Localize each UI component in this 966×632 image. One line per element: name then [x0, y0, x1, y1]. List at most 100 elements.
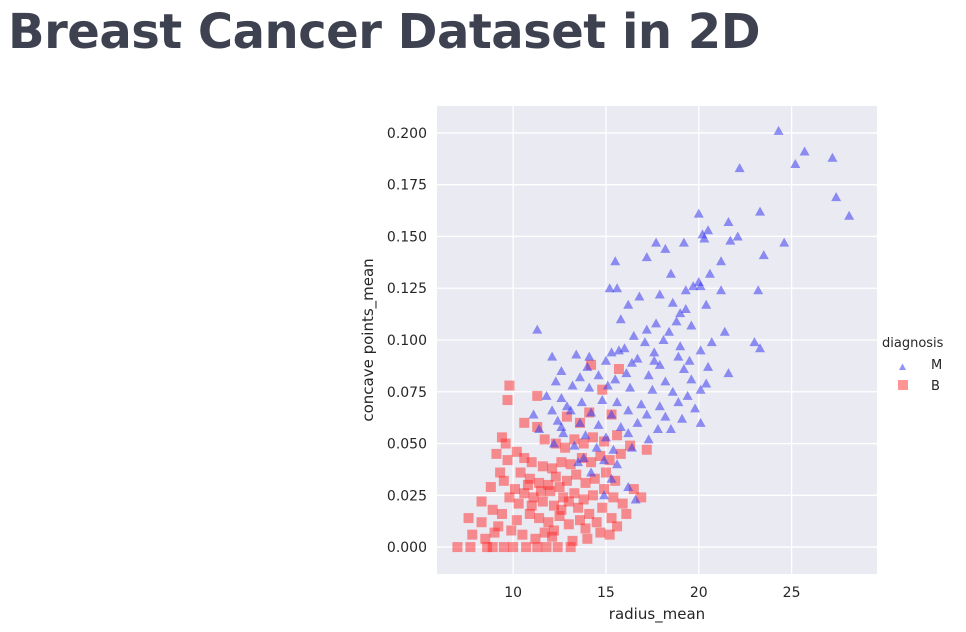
- data-point-b: [521, 542, 532, 553]
- data-point-m: [706, 337, 717, 347]
- data-point-m: [827, 152, 838, 162]
- data-point-m: [597, 395, 608, 405]
- data-point-b: [617, 498, 628, 509]
- grid-lines: [437, 106, 877, 574]
- data-point-m: [628, 330, 639, 340]
- data-point-b: [604, 455, 615, 466]
- data-point-m: [643, 434, 654, 444]
- data-point-m: [695, 345, 706, 355]
- data-point-m: [678, 363, 689, 373]
- data-point-m: [779, 237, 790, 247]
- data-point-b: [491, 448, 502, 459]
- data-point-m: [673, 351, 684, 361]
- data-point-b: [508, 542, 519, 553]
- data-point-m: [695, 384, 706, 394]
- data-point-b: [595, 527, 606, 538]
- data-point-m: [623, 405, 634, 415]
- data-point-b: [502, 395, 513, 406]
- data-point-b: [599, 484, 610, 495]
- data-point-m: [550, 376, 561, 386]
- data-point-b: [498, 475, 509, 486]
- data-point-b: [482, 542, 493, 553]
- y-tick-label: 0.100: [387, 333, 427, 349]
- data-point-b: [580, 477, 591, 488]
- data-point-b: [534, 477, 545, 488]
- legend-m-label: M: [931, 358, 942, 373]
- data-point-m: [582, 361, 593, 371]
- data-point-b: [489, 527, 500, 538]
- data-point-m: [613, 345, 624, 355]
- legend-m-marker: [899, 363, 906, 370]
- data-point-b: [584, 508, 595, 519]
- data-point-b: [578, 494, 589, 505]
- data-point-b: [587, 432, 598, 443]
- data-point-b: [569, 488, 580, 499]
- data-point-m: [612, 459, 623, 469]
- data-point-m: [755, 206, 766, 216]
- data-point-b: [565, 459, 576, 470]
- data-point-b: [487, 542, 498, 553]
- data-point-b: [500, 438, 511, 449]
- data-point-m: [610, 374, 621, 384]
- data-point-m: [723, 216, 734, 226]
- data-point-m: [593, 419, 604, 429]
- data-point-b: [487, 504, 498, 515]
- data-point-b: [565, 542, 576, 553]
- data-point-b: [543, 479, 554, 490]
- x-tick-label: 15: [597, 585, 615, 601]
- data-point-m: [547, 351, 558, 361]
- data-point-m: [556, 366, 567, 376]
- data-point-m: [600, 432, 611, 442]
- data-point-m: [623, 428, 634, 438]
- data-point-b: [504, 380, 515, 391]
- data-point-b: [571, 469, 582, 480]
- data-point-m: [749, 337, 760, 347]
- page-title: Breast Cancer Dataset in 2D: [8, 4, 761, 60]
- data-point-m: [528, 409, 539, 419]
- data-point-b: [563, 519, 574, 530]
- data-point-m: [695, 281, 706, 291]
- data-point-b: [496, 508, 507, 519]
- data-point-m: [567, 380, 578, 390]
- data-point-b: [498, 542, 509, 553]
- data-point-m: [615, 421, 626, 431]
- data-point-m: [665, 424, 676, 434]
- data-point-b: [604, 529, 615, 540]
- data-point-b: [545, 486, 556, 497]
- y-tick-label: 0.125: [387, 281, 427, 297]
- data-point-m: [690, 403, 701, 413]
- data-point-m: [619, 343, 630, 353]
- data-point-m: [621, 368, 632, 378]
- y-tick-label: 0.175: [387, 178, 427, 194]
- data-point-b: [513, 498, 524, 509]
- data-point-m: [541, 390, 552, 400]
- data-point-m: [675, 341, 686, 351]
- data-point-m: [571, 349, 582, 359]
- data-point-b: [511, 515, 522, 526]
- data-point-m: [593, 370, 604, 380]
- data-point-b: [595, 450, 606, 461]
- data-point-b: [534, 513, 545, 524]
- data-point-b: [476, 517, 487, 528]
- data-point-m: [625, 382, 636, 392]
- data-point-b: [606, 513, 617, 524]
- data-point-m: [704, 268, 715, 278]
- data-point-m: [576, 397, 587, 407]
- data-point-b: [547, 531, 558, 542]
- data-point-b: [548, 500, 559, 511]
- data-point-b: [524, 508, 535, 519]
- data-point-m: [641, 324, 652, 334]
- data-point-m: [652, 424, 663, 434]
- data-point-m: [623, 482, 634, 492]
- data-point-m: [654, 359, 665, 369]
- data-point-b: [517, 529, 528, 540]
- data-point-m: [612, 397, 623, 407]
- data-point-b: [563, 496, 574, 507]
- data-point-m: [606, 473, 617, 483]
- data-point-m: [649, 347, 660, 357]
- data-point-m: [695, 417, 706, 427]
- data-point-b: [506, 525, 517, 536]
- data-point-m: [552, 415, 563, 425]
- data-point-m: [665, 268, 676, 278]
- data-point-b: [511, 446, 522, 457]
